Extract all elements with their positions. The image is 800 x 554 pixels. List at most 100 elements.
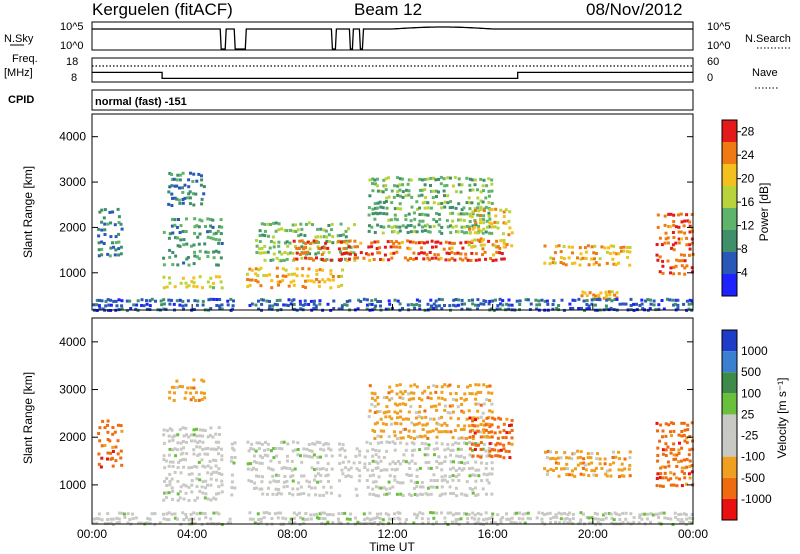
data-cell xyxy=(656,459,660,463)
data-cell xyxy=(214,464,218,468)
data-cell xyxy=(481,253,484,257)
data-cell xyxy=(417,421,421,425)
data-cell xyxy=(286,244,290,248)
data-cell xyxy=(683,272,687,276)
data-cell xyxy=(344,235,348,239)
data-cell xyxy=(409,178,413,182)
data-cell xyxy=(663,516,667,520)
data-cell xyxy=(106,518,110,521)
data-cell xyxy=(454,206,458,210)
data-cell xyxy=(412,303,416,307)
data-cell xyxy=(100,208,104,212)
data-cell xyxy=(266,442,270,446)
colorbar-swatch xyxy=(722,456,737,478)
data-cell xyxy=(277,240,281,244)
data-cell xyxy=(299,516,302,520)
data-cell xyxy=(190,490,194,494)
data-cell xyxy=(479,237,483,241)
data-cell xyxy=(674,298,678,302)
data-cell xyxy=(603,457,607,461)
data-cell xyxy=(589,456,593,460)
data-cell xyxy=(485,385,489,389)
data-cell xyxy=(485,517,489,521)
data-cell xyxy=(212,256,216,260)
data-cell xyxy=(396,416,399,420)
data-cell xyxy=(182,497,186,501)
data-cell xyxy=(672,483,676,487)
data-cell xyxy=(315,277,319,281)
data-cell xyxy=(295,274,299,278)
data-cell xyxy=(382,201,386,204)
data-cell xyxy=(329,286,333,290)
data-cell xyxy=(276,280,280,284)
data-cell xyxy=(277,244,281,248)
data-cell xyxy=(566,467,569,471)
data-cell xyxy=(451,466,455,470)
data-cell xyxy=(269,459,273,463)
data-cell xyxy=(491,259,495,263)
data-cell xyxy=(418,434,422,438)
data-cell xyxy=(97,254,101,258)
data-cell xyxy=(496,513,500,517)
data-cell xyxy=(198,478,202,482)
data-cell xyxy=(256,280,260,284)
data-cell xyxy=(482,302,486,306)
data-cell xyxy=(376,240,380,244)
data-cell xyxy=(217,485,221,489)
data-cell xyxy=(384,512,388,516)
data-cell xyxy=(577,297,581,301)
data-cell xyxy=(396,511,400,515)
data-cell xyxy=(604,290,608,294)
data-cell xyxy=(332,278,335,282)
data-cell xyxy=(307,493,311,497)
data-cell xyxy=(275,299,279,302)
data-cell xyxy=(371,177,375,181)
data-cell xyxy=(493,521,497,525)
data-cell xyxy=(432,479,436,483)
data-cell xyxy=(590,516,594,520)
data-cell xyxy=(688,224,692,228)
data-cell xyxy=(512,521,516,525)
data-cell xyxy=(456,303,460,307)
data-cell xyxy=(257,518,261,521)
data-cell xyxy=(259,284,263,288)
data-cell xyxy=(285,257,289,261)
data-cell xyxy=(171,251,175,254)
data-cell xyxy=(372,473,375,477)
data-cell xyxy=(430,304,433,308)
data-cell xyxy=(164,307,168,311)
data-cell xyxy=(477,517,481,521)
data-cell xyxy=(682,433,686,437)
data-cell xyxy=(675,465,679,468)
data-cell xyxy=(173,285,177,289)
data-cell xyxy=(590,469,594,473)
data-cell xyxy=(123,516,127,519)
data-cell xyxy=(119,456,123,460)
data-cell xyxy=(618,302,622,306)
data-cell xyxy=(498,246,502,250)
data-cell xyxy=(454,486,458,490)
data-cell xyxy=(488,299,492,303)
data-cell xyxy=(571,245,574,249)
data-cell xyxy=(246,278,250,281)
data-cell xyxy=(620,462,624,466)
data-cell xyxy=(248,511,252,515)
data-cell xyxy=(426,213,430,217)
data-cell xyxy=(106,252,110,256)
data-cell xyxy=(189,244,193,248)
data-cell xyxy=(382,178,386,182)
data-cell xyxy=(426,302,430,306)
data-cell xyxy=(247,479,251,483)
data-cell xyxy=(460,461,464,464)
data-cell xyxy=(413,437,416,441)
data-cell xyxy=(471,245,475,249)
data-cell xyxy=(418,219,422,223)
data-cell xyxy=(187,518,191,522)
colorbar-swatch xyxy=(722,414,737,436)
data-cell xyxy=(118,511,122,515)
data-cell xyxy=(315,440,319,444)
data-cell xyxy=(390,397,394,401)
data-cell xyxy=(393,442,397,445)
data-cell xyxy=(409,479,413,483)
data-cell xyxy=(605,298,609,302)
